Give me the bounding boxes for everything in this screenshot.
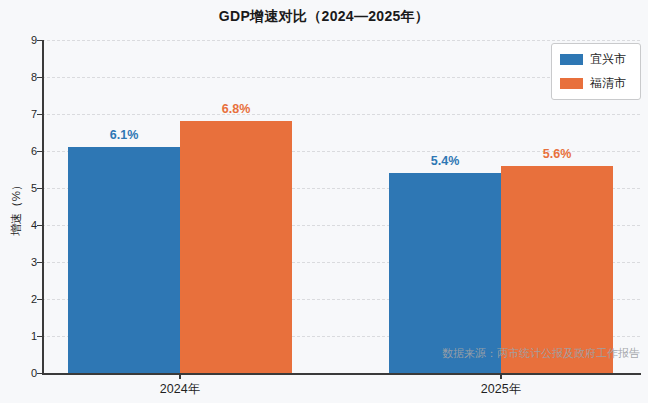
gridline-y-9 <box>42 40 640 41</box>
bar-chart-figure: GDP增速对比（2024—2025年） 6.1%6.8%5.4%5.6% 增速（… <box>0 0 648 403</box>
y-tick-label-5: 5 <box>7 183 37 194</box>
data-source-note: 数据来源：两市统计公报及政府工作报告 <box>442 346 640 361</box>
legend-swatch-series2 <box>560 78 583 89</box>
x-tick-label-2024年: 2024年 <box>120 381 240 398</box>
chart-title: GDP增速对比（2024—2025年） <box>0 8 648 26</box>
y-tick-label-2: 2 <box>7 294 37 305</box>
y-tick-mark-4 <box>37 225 42 227</box>
y-tick-mark-3 <box>37 262 42 264</box>
bar-福清市-2025年 <box>501 166 613 373</box>
y-tick-mark-0 <box>37 373 42 375</box>
legend-item: 宜兴市 <box>560 51 631 68</box>
bar-value-label-宜兴市-2024年: 6.1% <box>68 128 180 142</box>
bar-福清市-2024年 <box>180 121 292 373</box>
legend-label-series1: 宜兴市 <box>590 51 626 68</box>
y-tick-mark-6 <box>37 151 42 153</box>
y-tick-label-7: 7 <box>7 109 37 120</box>
bar-value-label-宜兴市-2025年: 5.4% <box>389 154 501 168</box>
y-tick-mark-7 <box>37 114 42 116</box>
gridline-y-7 <box>42 114 640 115</box>
y-tick-label-9: 9 <box>7 35 37 46</box>
bar-宜兴市-2025年 <box>389 173 501 373</box>
y-tick-mark-2 <box>37 299 42 301</box>
y-tick-label-3: 3 <box>7 257 37 268</box>
y-axis-spine <box>42 40 44 374</box>
legend-item: 福清市 <box>560 75 631 92</box>
x-axis-spine <box>42 373 641 375</box>
legend-label-series2: 福清市 <box>590 75 626 92</box>
y-tick-mark-5 <box>37 188 42 190</box>
x-tick-label-2025年: 2025年 <box>441 381 561 398</box>
x-tick-mark-2025年 <box>500 374 502 379</box>
y-tick-mark-8 <box>37 77 42 79</box>
bar-value-label-福清市-2024年: 6.8% <box>180 102 292 116</box>
y-tick-label-1: 1 <box>7 331 37 342</box>
y-tick-mark-1 <box>37 336 42 338</box>
y-tick-label-8: 8 <box>7 72 37 83</box>
y-tick-label-4: 4 <box>7 220 37 231</box>
y-tick-label-6: 6 <box>7 146 37 157</box>
x-tick-mark-2024年 <box>179 374 181 379</box>
legend: 宜兴市 福清市 <box>551 43 641 100</box>
y-tick-label-0: 0 <box>7 368 37 379</box>
legend-swatch-series1 <box>560 54 583 65</box>
y-tick-mark-9 <box>37 40 42 42</box>
bar-宜兴市-2024年 <box>68 147 180 373</box>
bar-value-label-福清市-2025年: 5.6% <box>501 147 613 161</box>
